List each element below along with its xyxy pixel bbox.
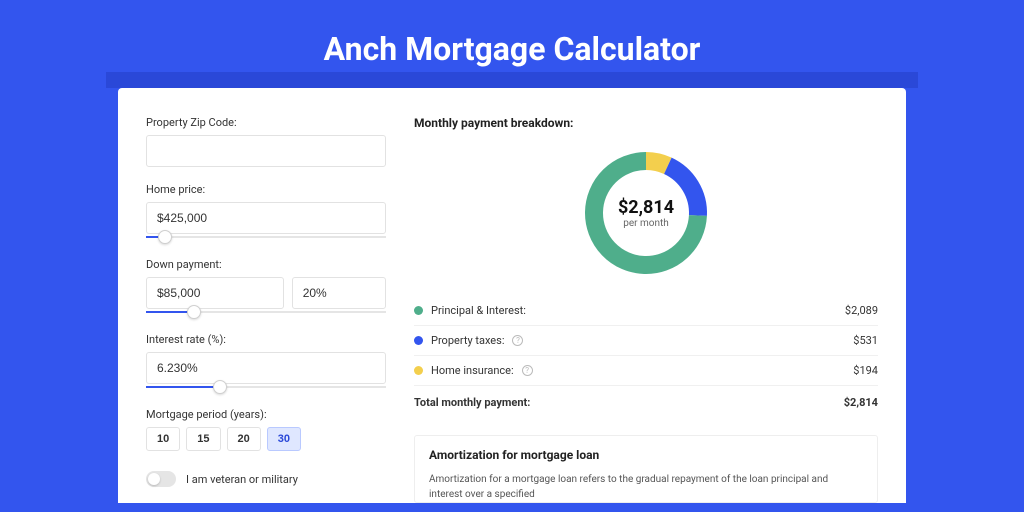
legend-row: Home insurance:? $194 [414, 356, 878, 386]
form-column: Property Zip Code: Home price: Down paym… [146, 116, 386, 503]
payment-donut-chart: $2,814 per month [581, 148, 711, 278]
down-payment-amount-input[interactable] [146, 277, 284, 309]
slider-fill [146, 386, 220, 388]
veteran-row: I am veteran or military [146, 471, 386, 487]
donut-amount: $2,814 [618, 197, 674, 218]
slider-thumb[interactable] [187, 305, 201, 319]
total-label: Total monthly payment: [414, 396, 530, 409]
slider-thumb[interactable] [158, 230, 172, 244]
breakdown-column: Monthly payment breakdown: $2,814 per mo… [414, 116, 878, 503]
legend-row: Property taxes:? $531 [414, 326, 878, 356]
total-amount: $2,814 [844, 396, 878, 409]
down-payment-field: Down payment: [146, 258, 386, 317]
legend-dot [414, 306, 423, 315]
toggle-knob [148, 473, 160, 485]
interest-rate-slider[interactable] [146, 382, 386, 392]
period-button-20[interactable]: 20 [227, 427, 261, 451]
info-icon[interactable]: ? [512, 335, 523, 346]
legend-amount: $194 [853, 364, 878, 377]
legend-left: Property taxes:? [414, 334, 523, 347]
legend-label: Property taxes: [431, 334, 504, 347]
period-buttons: 1015 2030 [146, 427, 386, 451]
period-button-30[interactable]: 30 [267, 427, 301, 451]
down-payment-percent-input[interactable] [292, 277, 386, 309]
period-field: Mortgage period (years): 1015 2030 [146, 408, 386, 451]
legend-dot [414, 336, 423, 345]
home-price-slider[interactable] [146, 232, 386, 242]
slider-track [146, 236, 386, 238]
amortization-box: Amortization for mortgage loan Amortizat… [414, 435, 878, 503]
interest-rate-input[interactable] [146, 352, 386, 384]
home-price-label: Home price: [146, 183, 386, 196]
card-top-band [106, 72, 918, 88]
period-label: Mortgage period (years): [146, 408, 386, 421]
donut-center: $2,814 per month [581, 148, 711, 278]
legend-label: Principal & Interest: [431, 304, 526, 317]
zip-field: Property Zip Code: [146, 116, 386, 167]
amortization-text: Amortization for a mortgage loan refers … [429, 472, 863, 502]
home-price-field: Home price: [146, 183, 386, 242]
period-button-15[interactable]: 15 [186, 427, 220, 451]
legend-amount: $531 [853, 334, 878, 347]
amortization-title: Amortization for mortgage loan [429, 448, 863, 462]
legend-rows: Principal & Interest: $2,089 Property taxe… [414, 296, 878, 386]
legend-dot [414, 366, 423, 375]
info-icon[interactable]: ? [522, 365, 533, 376]
zip-label: Property Zip Code: [146, 116, 386, 129]
veteran-toggle[interactable] [146, 471, 176, 487]
legend-amount: $2,089 [845, 304, 878, 317]
breakdown-title: Monthly payment breakdown: [414, 116, 878, 130]
legend-row: Principal & Interest: $2,089 [414, 296, 878, 326]
period-button-10[interactable]: 10 [146, 427, 180, 451]
slider-thumb[interactable] [213, 380, 227, 394]
donut-wrap: $2,814 per month [414, 138, 878, 296]
legend-left: Principal & Interest: [414, 304, 526, 317]
legend-left: Home insurance:? [414, 364, 533, 377]
veteran-label: I am veteran or military [186, 473, 298, 486]
interest-rate-label: Interest rate (%): [146, 333, 386, 346]
calculator-card: Property Zip Code: Home price: Down paym… [118, 88, 906, 503]
donut-sub: per month [623, 218, 669, 229]
legend-label: Home insurance: [431, 364, 514, 377]
down-payment-label: Down payment: [146, 258, 386, 271]
home-price-input[interactable] [146, 202, 386, 234]
total-row: Total monthly payment: $2,814 [414, 386, 878, 417]
down-payment-slider[interactable] [146, 307, 386, 317]
interest-rate-field: Interest rate (%): [146, 333, 386, 392]
zip-input[interactable] [146, 135, 386, 167]
